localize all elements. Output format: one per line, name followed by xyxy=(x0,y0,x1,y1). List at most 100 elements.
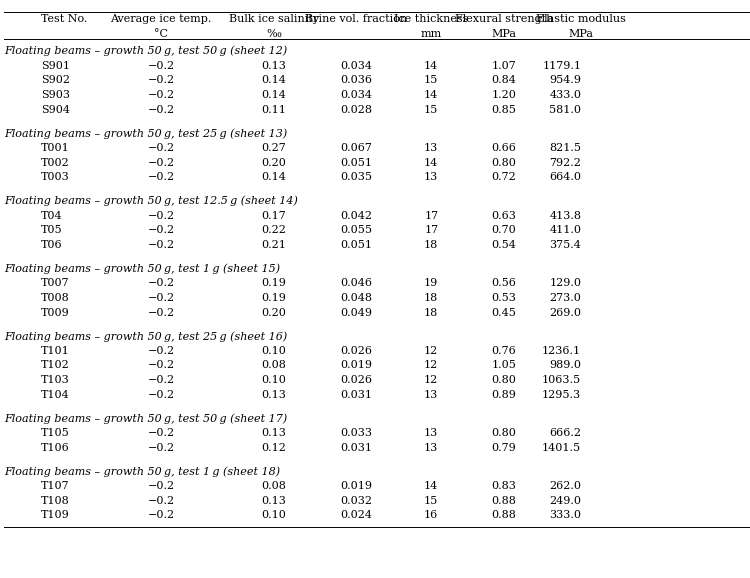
Text: MPa: MPa xyxy=(568,29,594,39)
Text: 0.27: 0.27 xyxy=(261,143,286,153)
Text: 989.0: 989.0 xyxy=(549,361,581,370)
Text: 0.028: 0.028 xyxy=(340,105,372,115)
Text: 1.05: 1.05 xyxy=(491,361,517,370)
Text: 0.80: 0.80 xyxy=(491,375,517,386)
Text: 0.13: 0.13 xyxy=(261,390,286,400)
Text: 0.026: 0.026 xyxy=(340,375,372,386)
Text: 1.07: 1.07 xyxy=(492,61,516,71)
Text: 375.4: 375.4 xyxy=(549,240,581,250)
Text: 411.0: 411.0 xyxy=(549,225,581,235)
Text: 0.14: 0.14 xyxy=(261,90,286,100)
Text: Bulk ice salinity: Bulk ice salinity xyxy=(229,14,319,24)
Text: Elastic modulus: Elastic modulus xyxy=(536,14,626,24)
Text: 0.21: 0.21 xyxy=(261,240,286,250)
Text: T107: T107 xyxy=(41,481,70,491)
Text: 0.031: 0.031 xyxy=(340,390,372,400)
Text: 0.036: 0.036 xyxy=(340,75,372,86)
Text: 14: 14 xyxy=(424,61,438,71)
Text: 666.2: 666.2 xyxy=(549,428,581,438)
Text: Test No.: Test No. xyxy=(41,14,88,24)
Text: 13: 13 xyxy=(424,143,438,153)
Text: T102: T102 xyxy=(41,361,70,370)
Text: 0.051: 0.051 xyxy=(340,240,372,250)
Text: T003: T003 xyxy=(41,172,70,183)
Text: Floating beams – growth 50 g, test 1 g (sheet 18): Floating beams – growth 50 g, test 1 g (… xyxy=(4,466,280,477)
Text: 0.14: 0.14 xyxy=(261,75,286,86)
Text: 0.019: 0.019 xyxy=(340,481,372,491)
Text: T104: T104 xyxy=(41,390,70,400)
Text: 0.08: 0.08 xyxy=(261,481,286,491)
Text: −0.2: −0.2 xyxy=(148,240,175,250)
Text: T009: T009 xyxy=(41,307,70,318)
Text: Average ice temp.: Average ice temp. xyxy=(110,14,212,24)
Text: 13: 13 xyxy=(424,443,438,453)
Text: 0.13: 0.13 xyxy=(261,496,286,506)
Text: 1236.1: 1236.1 xyxy=(542,346,581,355)
Text: −0.2: −0.2 xyxy=(148,90,175,100)
Text: 333.0: 333.0 xyxy=(549,510,581,520)
Text: 0.14: 0.14 xyxy=(261,172,286,183)
Text: 0.08: 0.08 xyxy=(261,361,286,370)
Text: 12: 12 xyxy=(424,375,438,386)
Text: −0.2: −0.2 xyxy=(148,225,175,235)
Text: 0.046: 0.046 xyxy=(340,278,372,288)
Text: 14: 14 xyxy=(424,481,438,491)
Text: 0.10: 0.10 xyxy=(261,510,286,520)
Text: 0.66: 0.66 xyxy=(491,143,517,153)
Text: −0.2: −0.2 xyxy=(148,443,175,453)
Text: MPa: MPa xyxy=(491,29,517,39)
Text: T002: T002 xyxy=(41,158,70,168)
Text: −0.2: −0.2 xyxy=(148,172,175,183)
Text: 1295.3: 1295.3 xyxy=(542,390,581,400)
Text: 581.0: 581.0 xyxy=(549,105,581,115)
Text: −0.2: −0.2 xyxy=(148,75,175,86)
Text: Floating beams – growth 50 g, test 50 g (sheet 12): Floating beams – growth 50 g, test 50 g … xyxy=(4,46,287,56)
Text: 13: 13 xyxy=(424,428,438,438)
Text: −0.2: −0.2 xyxy=(148,496,175,506)
Text: 17: 17 xyxy=(424,225,438,235)
Text: 0.034: 0.034 xyxy=(340,90,372,100)
Text: 0.055: 0.055 xyxy=(340,225,372,235)
Text: −0.2: −0.2 xyxy=(148,143,175,153)
Text: 15: 15 xyxy=(424,75,438,86)
Text: 1063.5: 1063.5 xyxy=(542,375,581,386)
Text: 0.79: 0.79 xyxy=(492,443,516,453)
Text: 0.19: 0.19 xyxy=(261,293,286,303)
Text: T04: T04 xyxy=(41,210,63,221)
Text: −0.2: −0.2 xyxy=(148,428,175,438)
Text: −0.2: −0.2 xyxy=(148,210,175,221)
Text: −0.2: −0.2 xyxy=(148,158,175,168)
Text: Floating beams – growth 50 g, test 12.5 g (sheet 14): Floating beams – growth 50 g, test 12.5 … xyxy=(4,196,298,206)
Text: 954.9: 954.9 xyxy=(549,75,581,86)
Text: 792.2: 792.2 xyxy=(549,158,581,168)
Text: 0.56: 0.56 xyxy=(491,278,517,288)
Text: −0.2: −0.2 xyxy=(148,481,175,491)
Text: 0.17: 0.17 xyxy=(261,210,286,221)
Text: 269.0: 269.0 xyxy=(549,307,581,318)
Text: 821.5: 821.5 xyxy=(549,143,581,153)
Text: −0.2: −0.2 xyxy=(148,307,175,318)
Text: 0.019: 0.019 xyxy=(340,361,372,370)
Text: 18: 18 xyxy=(424,240,438,250)
Text: 0.042: 0.042 xyxy=(340,210,372,221)
Text: 129.0: 129.0 xyxy=(549,278,581,288)
Text: 0.19: 0.19 xyxy=(261,278,286,288)
Text: mm: mm xyxy=(421,29,442,39)
Text: T108: T108 xyxy=(41,496,70,506)
Text: 273.0: 273.0 xyxy=(549,293,581,303)
Text: 0.84: 0.84 xyxy=(491,75,517,86)
Text: 0.76: 0.76 xyxy=(492,346,516,355)
Text: T101: T101 xyxy=(41,346,70,355)
Text: 0.031: 0.031 xyxy=(340,443,372,453)
Text: 15: 15 xyxy=(424,496,438,506)
Text: 0.45: 0.45 xyxy=(491,307,517,318)
Text: −0.2: −0.2 xyxy=(148,105,175,115)
Text: °C: °C xyxy=(154,29,168,39)
Text: Floating beams – growth 50 g, test 25 g (sheet 16): Floating beams – growth 50 g, test 25 g … xyxy=(4,331,287,342)
Text: 0.20: 0.20 xyxy=(261,307,286,318)
Text: 18: 18 xyxy=(424,307,438,318)
Text: T06: T06 xyxy=(41,240,63,250)
Text: T109: T109 xyxy=(41,510,70,520)
Text: 14: 14 xyxy=(424,158,438,168)
Text: 16: 16 xyxy=(424,510,438,520)
